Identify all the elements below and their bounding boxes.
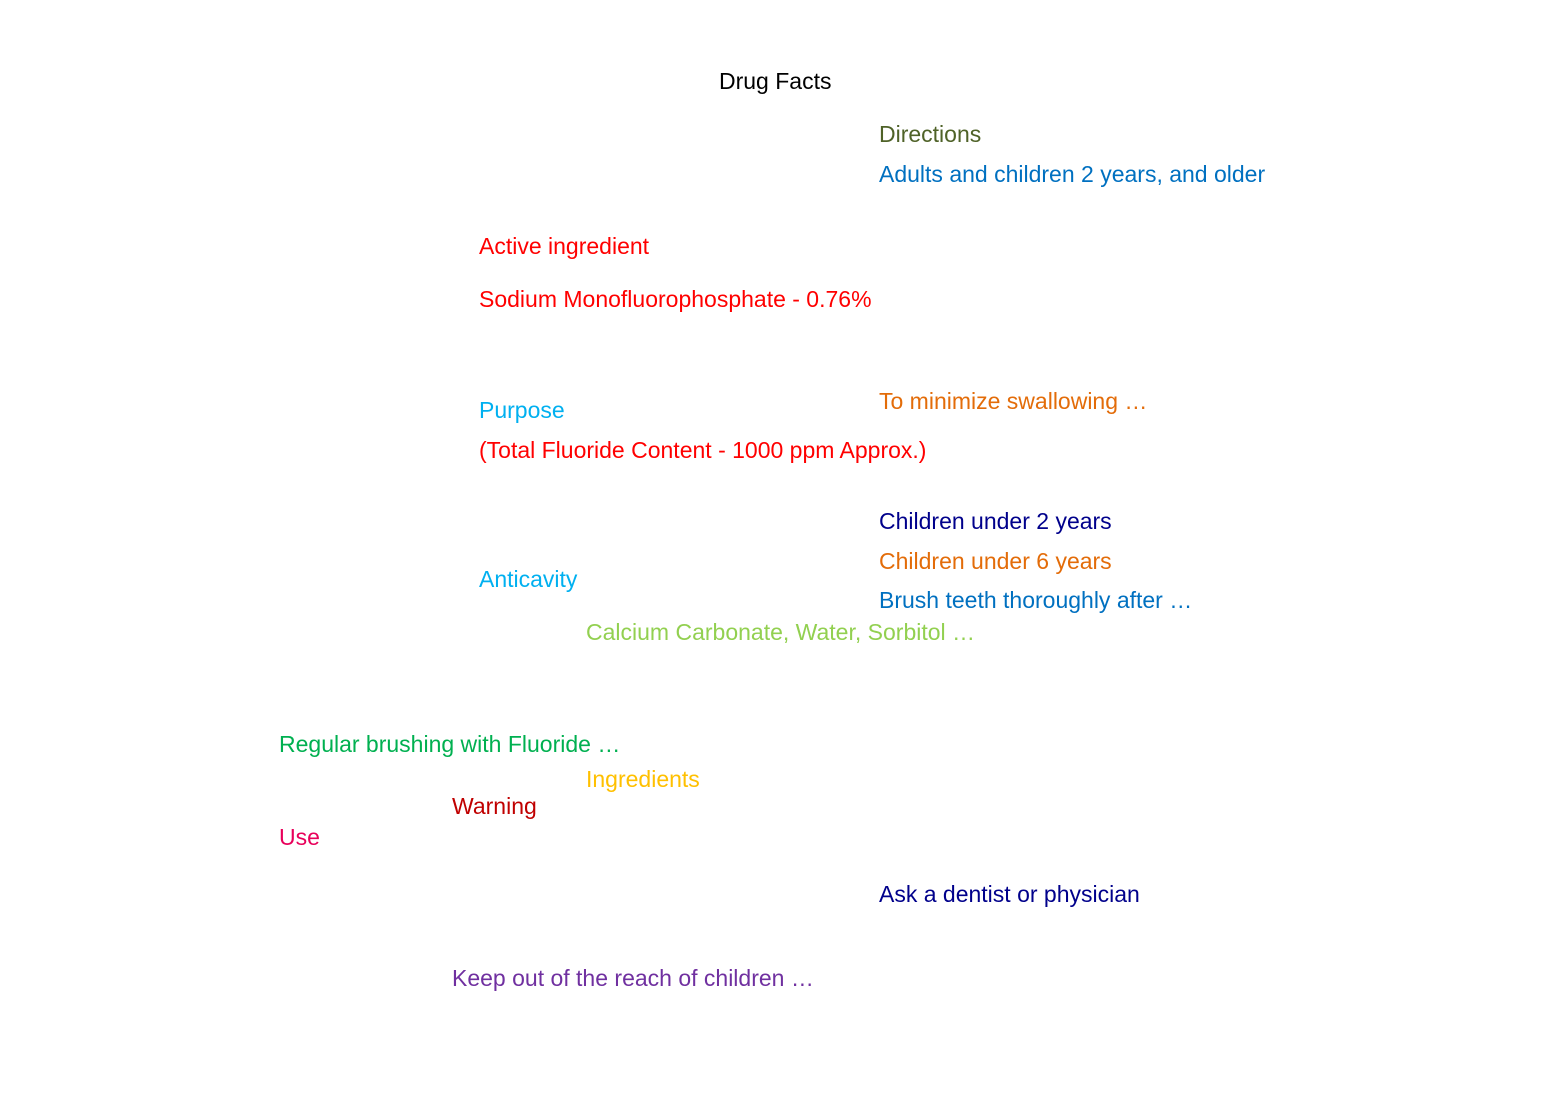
anticavity-label: Anticavity [479, 566, 578, 592]
total-fluoride-content-label: (Total Fluoride Content - 1000 ppm Appro… [479, 437, 927, 463]
children-under-6-label: Children under 6 years [879, 548, 1112, 574]
ingredients-heading: Ingredients [586, 766, 700, 792]
brush-teeth-label: Brush teeth thoroughly after … [879, 587, 1193, 613]
directions-heading: Directions [879, 121, 982, 147]
regular-brushing-label: Regular brushing with Fluoride … [279, 731, 621, 757]
active-ingredient-heading: Active ingredient [479, 233, 650, 259]
use-heading: Use [279, 824, 320, 850]
adults-and-children-label: Adults and children 2 years, and older [879, 161, 1266, 187]
warning-heading: Warning [452, 793, 537, 819]
sodium-monofluorophosphate-label: Sodium Monofluorophosphate - 0.76% [479, 286, 872, 312]
keep-out-of-reach-label: Keep out of the reach of children … [452, 965, 814, 991]
purpose-heading: Purpose [479, 397, 565, 423]
minimize-swallowing-label: To minimize swallowing … [879, 388, 1148, 414]
drug-facts-title: Drug Facts [719, 68, 832, 94]
ask-dentist-label: Ask a dentist or physician [879, 881, 1140, 907]
children-under-2-label: Children under 2 years [879, 508, 1112, 534]
inactive-ingredients-list: Calcium Carbonate, Water, Sorbitol … [586, 619, 976, 645]
